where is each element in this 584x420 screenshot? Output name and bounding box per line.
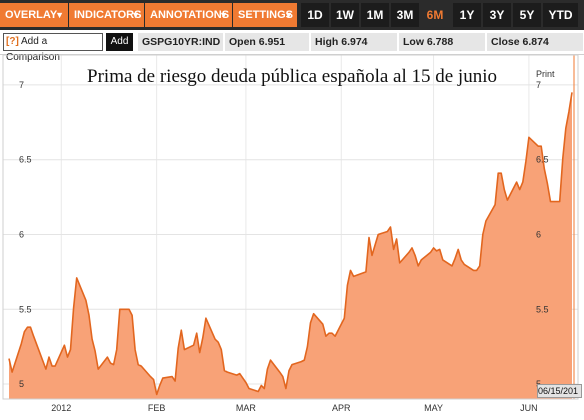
series-line (8, 92, 573, 396)
period-ytd-button[interactable]: YTD (543, 3, 578, 27)
period-3m-button[interactable]: 3M (391, 3, 419, 27)
indicators-menu-label: INDICATORS (74, 9, 142, 21)
period-1d-button[interactable]: 1D (301, 3, 329, 27)
chart-title: Prima de riesgo deuda pública española a… (87, 66, 497, 87)
overlay-menu-label: OVERLAY (5, 9, 58, 21)
caret-down-icon: ▼ (284, 10, 293, 20)
x-tick-label: MAR (236, 403, 257, 413)
close-value: 6.874 (522, 36, 549, 48)
y-tick-label-left: 5.5 (19, 304, 32, 314)
x-tick-label: JUN (520, 403, 538, 413)
y-tick-label-left: 6 (19, 229, 24, 239)
low-label: Low (403, 36, 424, 48)
open-stat: Open 6.951 (225, 33, 309, 51)
low-stat: Low 6.788 (399, 33, 485, 51)
period-5y-button[interactable]: 5Y (513, 3, 541, 27)
low-value: 6.788 (426, 36, 454, 48)
high-label: High (315, 36, 339, 48)
y-tick-label-left: 7 (19, 80, 24, 90)
high-value: 6.974 (341, 36, 368, 48)
period-1w-button[interactable]: 1W (331, 3, 359, 27)
add-comparison-button[interactable]: Add (106, 33, 133, 51)
plot-frame (2, 55, 579, 400)
annotations-menu[interactable]: ANNOTATIONS ▼ (145, 3, 232, 27)
y-tick-label-right: 7 (536, 80, 541, 90)
x-tick-label: MAY (424, 403, 443, 413)
y-tick-label-left: 5 (19, 379, 24, 389)
settings-menu-label: SETTINGS (238, 9, 294, 21)
print-link[interactable]: Print (536, 69, 555, 79)
high-stat: High 6.974 (311, 33, 397, 51)
period-1m-button[interactable]: 1M (361, 3, 389, 27)
overlay-menu[interactable]: OVERLAY ▼ (0, 3, 68, 27)
x-tick-label: 2012 (51, 403, 71, 413)
chart-toolbar: OVERLAY ▼ INDICATORS ▼ ANNOTATIONS ▼ SETTIN… (0, 0, 584, 30)
y-tick-label-left: 6.5 (19, 155, 32, 165)
area-fill (9, 92, 572, 400)
open-value: 6.951 (258, 36, 286, 48)
y-tick-label-right: 5.5 (536, 304, 549, 314)
settings-menu[interactable]: SETTINGS ▼ (233, 3, 297, 27)
x-tick-label: APR (332, 403, 351, 413)
x-tick-label: FEB (148, 403, 166, 413)
period-1y-button[interactable]: 1Y (453, 3, 481, 27)
ticker-symbol: GSPG10YR:IND (138, 33, 223, 51)
quote-info-bar: [?] Add a Comparison Add GSPG10YR:IND Op… (0, 30, 584, 63)
open-label: Open (229, 36, 256, 48)
y-tick-label-right: 6 (536, 229, 541, 239)
period-6m-button[interactable]: 6M (421, 3, 449, 27)
add-comparison-placeholder: Add a Comparison (6, 36, 60, 63)
close-stat: Close 6.874 (487, 33, 583, 51)
add-comparison-input[interactable]: [?] Add a Comparison (3, 33, 103, 63)
y-tick-label-right: 6.5 (536, 155, 549, 165)
caret-down-icon: ▼ (219, 10, 228, 20)
help-icon: [?] (6, 36, 19, 47)
indicators-menu[interactable]: INDICATORS ▼ (69, 3, 144, 27)
caret-down-icon: ▼ (55, 10, 64, 20)
close-label: Close (491, 36, 520, 48)
period-3y-button[interactable]: 3Y (483, 3, 511, 27)
annotations-menu-label: ANNOTATIONS (150, 9, 230, 21)
current-date-label: 06/15/201 (537, 384, 582, 398)
caret-down-icon: ▼ (131, 10, 140, 20)
